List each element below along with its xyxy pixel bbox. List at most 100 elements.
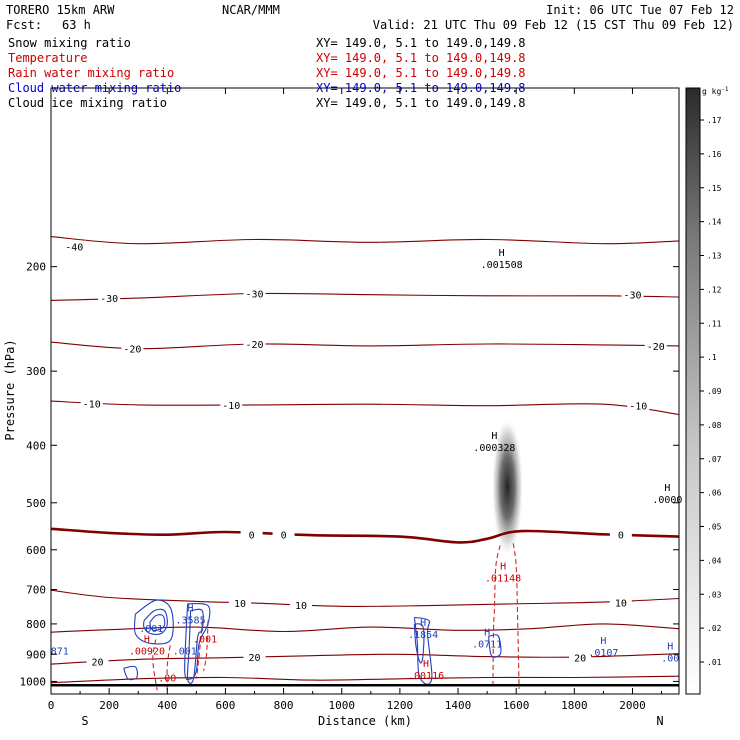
isotherm-line [51,527,679,544]
extremum-marker: H [491,431,497,442]
x-tick-label: 400 [157,699,177,712]
isotherm-label: -30 [100,294,118,305]
colorbar-tick-label: .01 [707,658,722,667]
isotherm-label: 10 [615,598,627,609]
isotherm-label-bg [627,399,650,411]
x-tick-label: 800 [274,699,294,712]
x-tick-label: 2000 [619,699,646,712]
axes: 0 200 400 600 800 1000 1200 1400 1600 1800 2000200… [20,88,679,712]
y-tick-label: 900 [26,648,46,661]
fcst-value: 63 h [62,18,91,32]
isotherm-label-bg [569,651,592,663]
extremum-marker: H [500,562,506,573]
cloud-water-contour [143,608,168,635]
cloud-water-contour [133,599,174,645]
cloud-water-contour [488,634,502,658]
isotherm-label-bg [609,596,632,608]
colorbar-unit: g kg-1 [702,86,729,96]
y-tick-label: 300 [26,365,46,378]
y-tick-label: 700 [26,584,46,597]
extremum-marker: H [420,618,426,629]
x-tick-label: 200 [99,699,119,712]
extremum-marker: H [423,659,429,670]
valid-time: Valid: 21 UTC Thu 09 Feb 12 (15 CST Thu … [373,18,734,32]
snow-field [491,416,524,557]
isotherm-label: -20 [245,340,263,351]
field-legend: Snow mixing ratio XY= 149.0, 5.1 to 149.0… [8,36,526,110]
rain-contours [152,543,520,691]
isotherm-line [51,236,679,245]
cloud-water-contour [413,623,425,664]
y-tick-label: 500 [26,497,46,510]
colorbar-tick-label: .1 [707,353,717,362]
rain-contour [166,645,171,691]
extremum-marker: H [144,635,150,646]
isotherm-line [51,400,679,416]
x-tick-label: 1000 [328,699,355,712]
x-tick-label: 1800 [561,699,588,712]
y-tick-label: 1000 [20,675,47,688]
rain-contour [195,620,203,679]
isotherm-label: 0 [249,530,255,541]
colorbar-tick-label: .08 [707,421,722,430]
isotherm-label: 0 [618,530,624,541]
field-xy: XY= 149.0, 5.1 to 149.0,149.8 [316,96,526,110]
x-tick-label: 0 [48,699,55,712]
extremum-value: .00 [158,674,176,685]
isotherm-label: -40 [65,243,83,254]
x-tick-label: 1600 [503,699,530,712]
isotherm-label-bg [98,292,121,304]
colorbar-tick-label: .09 [707,387,722,396]
isotherm-line [51,292,679,301]
extremum-marker: H [667,642,673,653]
colorbar-ticks: .01 .02 .03 .04 .05 .06 .07 .08 .09 .1 .11 .12 .13 .1… [700,116,722,667]
field-name: Rain water mixing ratio [8,66,174,80]
isotherm-label-bg [220,398,243,410]
field-xy: XY= 149.0, 5.1 to 149.0,149.8 [316,51,526,65]
isotherm-label-bg [80,397,103,409]
isotherms: -40 -30 -30 -30 -20 -20 -20 -10 -10 -10 0 0 0 10 10 10 2… [51,236,679,684]
colorbar-ramp [685,87,701,695]
isotherm-label-bg [272,528,295,540]
y-tick-label: 400 [26,439,46,452]
extremum-marker: H [484,628,490,639]
colorbar-tick-label: .15 [707,184,722,193]
isotherm-label-bg [121,342,144,354]
isotherm-label: 20 [248,653,260,664]
isotherm-label: 10 [295,601,307,612]
isotherm-label: -20 [123,345,141,356]
colorbar-tick-label: .16 [707,150,722,159]
colorbar-tick-label: .13 [707,252,722,261]
isotherm-label: 10 [234,599,246,610]
extremum-value: .01148 [485,574,521,585]
extremum-marker: H [664,483,670,494]
colorbar-tick-label: .14 [707,218,722,227]
cloud-water-contour [186,608,204,684]
field-name: Cloud ice mixing ratio [8,96,167,110]
extremum-value: .00 [661,654,679,665]
field-name: Snow mixing ratio [8,36,131,50]
isotherm-line [51,675,679,684]
colorbar-tick-label: .02 [707,624,722,633]
isotherm-label-bg [290,599,313,611]
extremum-value: .00116 [408,671,444,682]
field-xy: XY= 149.0, 5.1 to 149.0,149.8 [316,66,526,80]
isotherm-label: 20 [574,654,586,665]
field-xy: XY= 149.0, 5.1 to 149.0,149.8 [316,36,526,50]
colorbar-tick-label: .07 [707,455,722,464]
isotherm-label-bg [644,339,667,351]
cloud-water-contour [149,614,166,631]
extremum-value: .001508 [481,260,523,271]
extremum-value: .0711 [472,640,502,651]
extremum-value: .001 [139,624,163,635]
plot-area: -40 -30 -30 -30 -20 -20 -20 -10 -10 -10 0 0 0 10 10 10 2… [20,87,682,712]
cloud-water-contours [123,599,502,685]
cloud-water-contour [123,665,138,681]
colorbar-tick-label: .12 [707,285,722,294]
extremum-value: 871 [51,647,69,658]
colorbar-tick-label: .05 [707,523,722,532]
extremum-marker: H [499,248,505,259]
cloud-water-contour [184,602,211,681]
colorbar-tick-label: .06 [707,489,722,498]
